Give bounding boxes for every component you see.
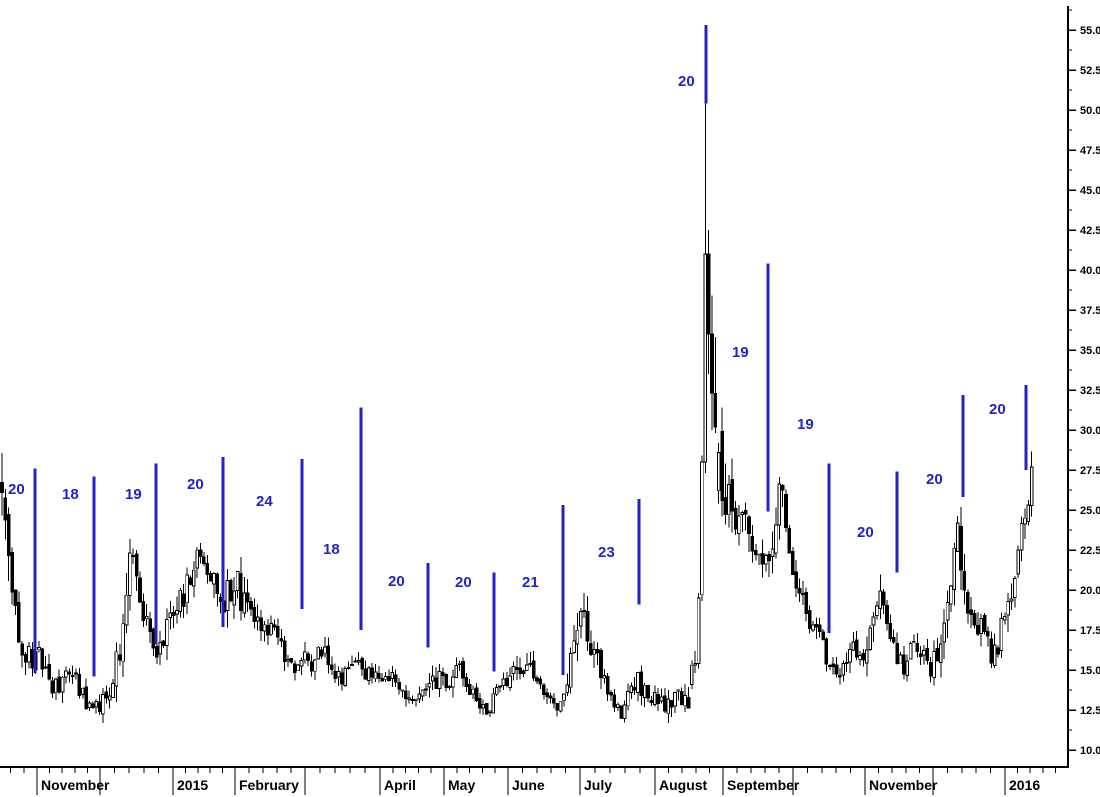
- y-tick-label: 25.0: [1080, 505, 1100, 517]
- y-tick-label: 22.5: [1080, 545, 1100, 557]
- month-label: November: [869, 777, 938, 793]
- event-marker-label: 20: [678, 73, 695, 90]
- y-tick-label: 15.0: [1080, 665, 1100, 677]
- y-tick-label: 42.5: [1080, 225, 1100, 237]
- event-marker-label: 18: [62, 486, 79, 503]
- month-label: May: [448, 777, 475, 793]
- month-label: February: [239, 777, 299, 793]
- y-tick-label: 50.0: [1080, 105, 1100, 117]
- month-label: June: [512, 777, 545, 793]
- event-marker-label: 20: [857, 524, 874, 541]
- event-markers: 20 18 19 20 24 18 20 20 21 23 20 19 19 20 20 20: [8, 25, 1028, 677]
- y-tick-label: 52.5: [1080, 65, 1100, 77]
- month-label: November: [41, 777, 110, 793]
- y-tick-label: 40.0: [1080, 265, 1100, 277]
- y-tick-label: 55.0: [1080, 25, 1100, 37]
- month-label: 2016: [1009, 777, 1040, 793]
- candles: [0, 103, 1034, 724]
- event-marker-label: 18: [323, 541, 340, 558]
- event-marker-label: 21: [522, 574, 539, 591]
- month-label: April: [384, 777, 416, 793]
- event-marker-label: 23: [598, 544, 615, 561]
- month-label: July: [584, 777, 612, 793]
- y-tick-label: 47.5: [1080, 145, 1100, 157]
- event-marker-label: 24: [256, 493, 273, 510]
- y-tick-label: 45.0: [1080, 185, 1100, 197]
- event-marker-label: 19: [125, 486, 142, 503]
- y-tick-label: 17.5: [1080, 625, 1100, 637]
- event-marker-label: 19: [732, 344, 749, 361]
- y-tick-label: 37.5: [1080, 305, 1100, 317]
- y-tick-label: 27.5: [1080, 465, 1100, 477]
- event-marker-label: 20: [8, 481, 25, 498]
- y-tick-label: 10.0: [1080, 745, 1100, 757]
- y-tick-label: 20.0: [1080, 585, 1100, 597]
- y-tick-label: 12.5: [1080, 705, 1100, 717]
- event-marker-label: 20: [926, 471, 943, 488]
- time-axis: November 2015 February April May June July Augu…: [10, 767, 1056, 795]
- month-label: August: [659, 777, 708, 793]
- y-tick-label: 30.0: [1080, 425, 1100, 437]
- axes: 55.0 52.5 50.0 47.5 45.0 42.5 40.0 37.5 35.0 32.5…: [0, 6, 1100, 768]
- event-marker-label: 20: [388, 573, 405, 590]
- event-marker-label: 19: [797, 416, 814, 433]
- event-marker-label: 20: [187, 476, 204, 493]
- y-tick-label: 32.5: [1080, 385, 1100, 397]
- event-marker-label: 20: [989, 401, 1006, 418]
- event-marker-label: 20: [455, 574, 472, 591]
- month-label: September: [727, 777, 800, 793]
- y-tick-label: 35.0: [1080, 345, 1100, 357]
- month-label: 2015: [177, 777, 208, 793]
